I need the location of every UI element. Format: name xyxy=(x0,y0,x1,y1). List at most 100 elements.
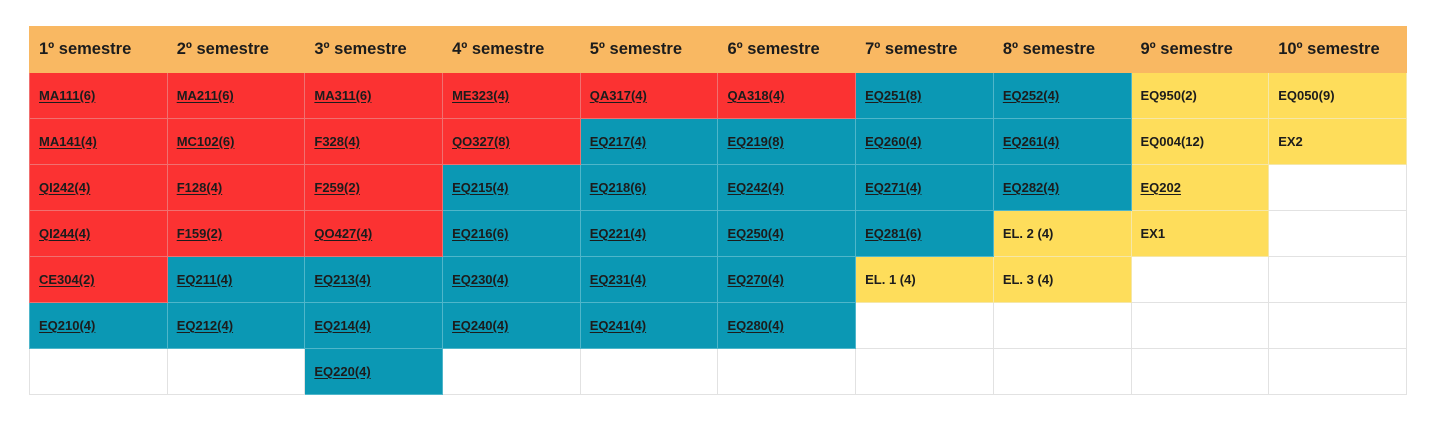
course-link[interactable]: F159(2) xyxy=(176,226,223,241)
course-cell: EX1 xyxy=(1130,210,1270,257)
course-cell: EQ050(9) xyxy=(1268,72,1407,119)
course-cell: EQ004(12) xyxy=(1130,118,1270,165)
course-link[interactable]: QI242(4) xyxy=(39,180,91,195)
course-link[interactable]: EQ231(4) xyxy=(589,272,647,287)
course-cell: EQ231(4) xyxy=(579,256,719,303)
empty-cell xyxy=(1130,348,1270,395)
course-link[interactable]: EQ250(4) xyxy=(727,226,784,241)
course-cell: EQ212(4) xyxy=(166,302,306,349)
course-cell: EQ271(4) xyxy=(855,164,994,211)
course-link[interactable]: EQ280(4) xyxy=(727,318,784,333)
course-link[interactable]: EQ240(4) xyxy=(452,318,509,333)
course-cell: QA317(4) xyxy=(579,72,719,119)
course-link[interactable]: EQ215(4) xyxy=(452,180,509,195)
course-link[interactable]: EQ230(4) xyxy=(452,272,509,287)
course-link[interactable]: EQ251(8) xyxy=(865,88,922,103)
course-cell: QO427(4) xyxy=(304,210,444,257)
course-link[interactable]: F128(4) xyxy=(176,180,223,195)
empty-cell xyxy=(442,348,581,395)
header-semester-6: 6º semestre xyxy=(717,26,857,73)
course-cell: QA318(4) xyxy=(717,72,857,119)
course-link[interactable]: EQ261(4) xyxy=(1002,134,1060,149)
course-cell: EQ213(4) xyxy=(304,256,444,303)
course-link[interactable]: EQ260(4) xyxy=(865,134,922,149)
course-cell: QI242(4) xyxy=(29,164,168,211)
course-link[interactable]: QA318(4) xyxy=(727,88,785,103)
course-cell: F259(2) xyxy=(304,164,444,211)
empty-cell xyxy=(1268,348,1407,395)
course-link[interactable]: EQ281(6) xyxy=(865,226,922,241)
course-link[interactable]: EQ220(4) xyxy=(314,364,371,379)
course-link[interactable]: EQ219(8) xyxy=(727,134,784,149)
course-link[interactable]: EQ216(6) xyxy=(452,226,509,241)
header-row: 1º semestre 2º semestre 3º semestre 4º s… xyxy=(29,26,1407,73)
course-link[interactable]: EQ282(4) xyxy=(1002,180,1060,195)
course-link[interactable]: QO327(8) xyxy=(452,134,510,149)
course-link[interactable]: EQ211(4) xyxy=(176,272,233,287)
course-cell: MA111(6) xyxy=(29,72,168,119)
course-link[interactable]: EQ252(4) xyxy=(1002,88,1060,103)
course-cell: EQ215(4) xyxy=(442,164,581,211)
course-cell: EQ240(4) xyxy=(442,302,581,349)
course-link[interactable]: MA211(6) xyxy=(176,88,234,103)
course-link[interactable]: EQ213(4) xyxy=(314,272,371,287)
course-cell: EQ282(4) xyxy=(992,164,1132,211)
course-link[interactable]: F328(4) xyxy=(314,134,360,149)
empty-cell xyxy=(1268,302,1407,349)
course-link[interactable]: MA311(6) xyxy=(314,88,372,103)
header-semester-10: 10º semestre xyxy=(1268,26,1407,73)
course-link[interactable]: EQ214(4) xyxy=(314,318,371,333)
course-link[interactable]: EQ241(4) xyxy=(589,318,647,333)
header-semester-4: 4º semestre xyxy=(442,26,581,73)
course-link[interactable]: EQ202 xyxy=(1140,180,1181,195)
header-semester-1: 1º semestre xyxy=(29,26,168,73)
course-cell: EQ219(8) xyxy=(717,118,857,165)
course-link[interactable]: EQ270(4) xyxy=(727,272,784,287)
course-link[interactable]: QI244(4) xyxy=(39,226,91,241)
empty-cell xyxy=(1268,164,1407,211)
course-link[interactable]: QO427(4) xyxy=(314,226,373,241)
header-semester-9: 9º semestre xyxy=(1130,26,1270,73)
course-cell: QI244(4) xyxy=(29,210,168,257)
course-cell: ME323(4) xyxy=(442,72,581,119)
table-row: CE304(2) EQ211(4) EQ213(4) EQ230(4) EQ231(4)… xyxy=(29,256,1407,303)
course-label: EL. 2 (4) xyxy=(1002,226,1054,241)
course-link[interactable]: EQ210(4) xyxy=(39,318,96,333)
course-link[interactable]: QA317(4) xyxy=(589,88,647,103)
course-link[interactable]: CE304(2) xyxy=(39,272,95,287)
empty-cell xyxy=(29,348,168,395)
course-link[interactable]: MC102(6) xyxy=(176,134,235,149)
curriculum-table: 1º semestre 2º semestre 3º semestre 4º s… xyxy=(29,26,1407,395)
course-link[interactable]: EQ218(6) xyxy=(589,180,647,195)
empty-cell xyxy=(717,348,857,395)
course-cell: EQ281(6) xyxy=(855,210,994,257)
course-cell: MA141(4) xyxy=(29,118,168,165)
course-cell: EQ261(4) xyxy=(992,118,1132,165)
course-link[interactable]: EQ221(4) xyxy=(589,226,647,241)
table-row: EQ220(4) xyxy=(29,348,1407,395)
course-cell: F128(4) xyxy=(166,164,306,211)
course-label: EQ050(9) xyxy=(1278,88,1335,103)
course-cell: EQ280(4) xyxy=(717,302,857,349)
course-cell: EL. 2 (4) xyxy=(992,210,1132,257)
course-cell: EQ260(4) xyxy=(855,118,994,165)
course-link[interactable]: EQ271(4) xyxy=(865,180,922,195)
course-cell: EQ221(4) xyxy=(579,210,719,257)
course-link[interactable]: F259(2) xyxy=(314,180,360,195)
empty-cell xyxy=(579,348,719,395)
empty-cell xyxy=(1268,210,1407,257)
empty-cell xyxy=(166,348,306,395)
course-link[interactable]: MA111(6) xyxy=(39,88,96,103)
empty-cell xyxy=(855,302,994,349)
course-link[interactable]: EQ242(4) xyxy=(727,180,784,195)
course-link[interactable]: EQ217(4) xyxy=(589,134,647,149)
course-label: EX1 xyxy=(1140,226,1166,241)
empty-cell xyxy=(1130,302,1270,349)
course-link[interactable]: MA141(4) xyxy=(39,134,97,149)
course-link[interactable]: EQ212(4) xyxy=(176,318,234,333)
course-link[interactable]: ME323(4) xyxy=(452,88,510,103)
course-cell: MC102(6) xyxy=(166,118,306,165)
course-cell: F159(2) xyxy=(166,210,306,257)
empty-cell xyxy=(1130,256,1270,303)
course-label: EL. 1 (4) xyxy=(865,272,916,287)
